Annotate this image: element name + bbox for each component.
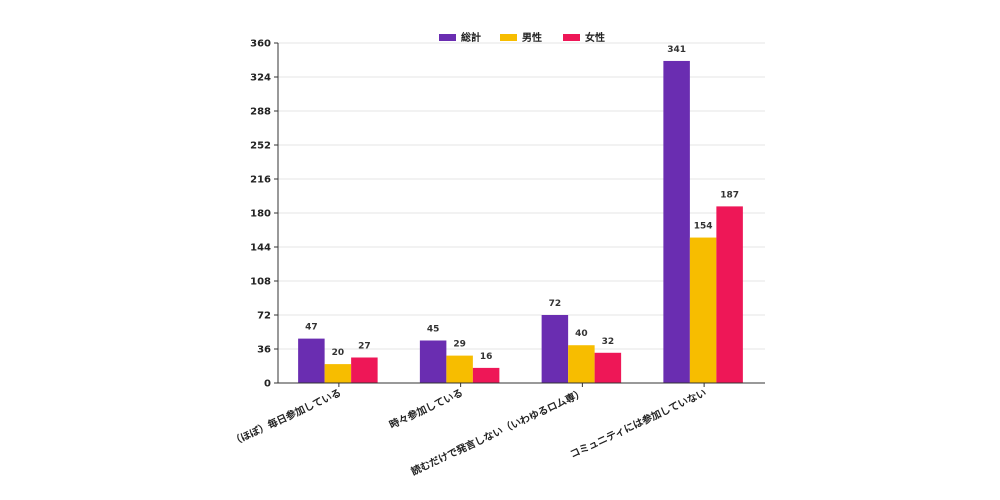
data-label: 29 xyxy=(453,340,466,350)
data-label: 27 xyxy=(358,342,371,352)
y-tick-label: 360 xyxy=(250,39,271,50)
gridlines xyxy=(278,42,765,350)
y-tick-label: 180 xyxy=(250,209,271,220)
bar-2-2 xyxy=(446,355,473,383)
legend-label: 総計 xyxy=(461,31,481,44)
data-label: 187 xyxy=(720,190,739,200)
y-tick-label: 288 xyxy=(250,107,271,118)
y-tick-label: 108 xyxy=(250,277,271,288)
data-label: 40 xyxy=(575,329,588,339)
bar-1-3 xyxy=(541,315,569,383)
x-axis: （ほぼ）毎日参加している 時々参加している読むだけで発言しない（いわゆるロム専）コ… xyxy=(229,382,765,478)
legend-swatch xyxy=(563,34,580,41)
bar-2-3 xyxy=(568,345,595,383)
data-label: 16 xyxy=(480,352,493,362)
data-label: 45 xyxy=(427,325,440,335)
bar-1-2 xyxy=(419,340,447,383)
y-tick-label: 144 xyxy=(250,243,271,254)
bar-1-1 xyxy=(298,338,325,383)
y-tick-label: 324 xyxy=(250,73,271,84)
legend-swatch xyxy=(500,34,517,41)
data-labels: 47 20 27 45 29 16 72 40 32 341 154 187 xyxy=(305,45,739,362)
y-tick-label: 36 xyxy=(257,345,271,356)
y-tick-label: 0 xyxy=(264,379,271,390)
bar-2-4 xyxy=(689,237,717,383)
y-axis: 0 36 72 108 144 180 216 252 288 324 360 xyxy=(250,39,279,390)
bar-2-1 xyxy=(324,364,352,383)
bar-3-4 xyxy=(716,206,743,383)
bar-3-2 xyxy=(472,367,500,383)
data-label: 72 xyxy=(549,299,562,309)
x-category-label: コミュニティには参加していない xyxy=(568,386,709,461)
legend-swatch xyxy=(439,34,456,41)
data-label: 341 xyxy=(667,45,686,55)
bar-3-3 xyxy=(594,352,622,383)
data-label: 47 xyxy=(305,323,318,333)
legend: 総計 男性 女性 xyxy=(439,31,605,44)
y-tick-label: 252 xyxy=(250,141,271,152)
legend-label: 女性 xyxy=(585,31,605,44)
x-category-label: 時々参加している xyxy=(387,386,465,431)
bars xyxy=(298,60,743,383)
bar-3-1 xyxy=(351,357,378,383)
data-label: 20 xyxy=(332,348,345,358)
y-tick-label: 72 xyxy=(257,311,271,322)
bar-1-4 xyxy=(663,60,690,383)
x-category-label: （ほぼ）毎日参加している xyxy=(229,386,343,448)
y-tick-label: 216 xyxy=(250,175,271,186)
legend-label: 男性 xyxy=(522,31,542,44)
data-label: 32 xyxy=(602,337,615,347)
data-label: 154 xyxy=(694,222,713,232)
